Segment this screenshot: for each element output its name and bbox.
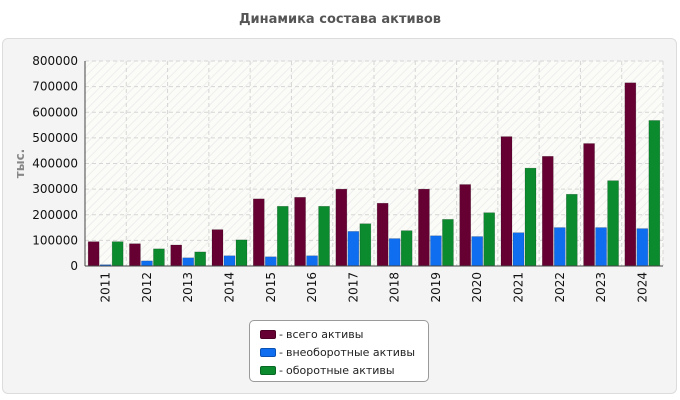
x-tick-label: 2023 <box>594 272 608 303</box>
bar-1-3 <box>223 255 236 267</box>
legend-label-total: всего активы <box>285 327 364 341</box>
legend-label-current: оборотные активы <box>285 363 395 377</box>
x-tick-label: 2016 <box>305 272 319 303</box>
legend-item-current: - оборотные активы <box>260 361 428 379</box>
bar-1-13 <box>636 228 649 267</box>
y-tick-label: 100000 <box>32 233 78 247</box>
bar-1-6 <box>347 231 360 267</box>
bar-0-7 <box>376 202 389 267</box>
legend-item-noncurrent: - внеоборотные активы <box>260 343 428 361</box>
y-tick-label: 800000 <box>32 54 78 68</box>
bar-2-0 <box>111 241 124 267</box>
bar-1-11 <box>553 227 566 267</box>
bar-0-3 <box>211 229 224 267</box>
bar-2-5 <box>318 205 330 267</box>
legend-swatch-total <box>260 329 276 339</box>
chart-legend: - всего активы - внеоборотные активы - о… <box>249 320 429 382</box>
bar-2-6 <box>359 223 372 267</box>
chart-title: Динамика состава активов <box>238 12 442 27</box>
x-tick-label: 2024 <box>635 272 649 303</box>
x-tick-label: 2021 <box>512 272 526 303</box>
legend-item-total: - всего активы <box>260 325 428 343</box>
bar-2-11 <box>565 193 578 267</box>
bar-2-9 <box>483 212 496 267</box>
bar-1-5 <box>306 255 318 267</box>
bar-1-8 <box>430 235 442 267</box>
y-axis-label: тыс. <box>13 149 27 178</box>
legend-label-noncurrent: внеоборотные активы <box>285 345 416 359</box>
x-tick-label: 2014 <box>223 272 237 303</box>
bar-2-13 <box>648 120 661 267</box>
x-tick-label: 2019 <box>429 272 443 303</box>
y-tick-label: 200000 <box>32 208 78 222</box>
y-tick-label: 500000 <box>32 131 78 145</box>
bar-0-12 <box>583 143 595 267</box>
bar-1-7 <box>388 238 401 267</box>
x-tick-label: 2012 <box>140 272 154 303</box>
bar-1-12 <box>595 227 607 267</box>
bar-0-6 <box>335 188 348 267</box>
bar-0-2 <box>170 244 183 267</box>
y-tick-label: 300000 <box>32 182 78 196</box>
bar-1-2 <box>182 257 195 267</box>
bar-2-12 <box>607 180 619 267</box>
x-tick-label: 2015 <box>264 272 278 303</box>
x-tick-label: 2022 <box>553 272 567 303</box>
bar-0-8 <box>418 188 430 267</box>
y-tick-label: 0 <box>70 259 78 273</box>
bar-2-2 <box>194 251 207 267</box>
x-tick-label: 2013 <box>181 272 195 303</box>
bar-0-5 <box>294 197 306 267</box>
bar-0-10 <box>500 136 513 267</box>
x-tick-label: 2018 <box>388 272 402 303</box>
bar-0-1 <box>129 243 141 267</box>
y-tick-label: 400000 <box>32 157 78 171</box>
bar-0-13 <box>624 82 637 267</box>
y-tick-label: 600000 <box>32 105 78 119</box>
bar-1-9 <box>471 236 484 267</box>
legend-swatch-current <box>260 365 276 375</box>
bar-1-4 <box>264 256 277 267</box>
bar-2-1 <box>153 248 165 267</box>
bar-2-3 <box>235 239 248 267</box>
y-tick-label: 700000 <box>32 80 78 94</box>
bar-0-11 <box>541 156 554 267</box>
bar-1-1 <box>141 260 153 267</box>
bar-1-10 <box>512 232 525 267</box>
x-tick-label: 2011 <box>99 272 113 303</box>
legend-swatch-noncurrent <box>260 347 276 357</box>
bar-2-7 <box>400 230 413 267</box>
x-tick-label: 2020 <box>470 272 484 303</box>
bar-0-9 <box>459 184 472 267</box>
bar-2-4 <box>276 205 289 267</box>
bar-2-10 <box>524 167 537 267</box>
x-tick-label: 2017 <box>346 272 360 303</box>
bar-0-0 <box>87 241 100 267</box>
bar-0-4 <box>252 198 265 267</box>
bar-2-8 <box>442 219 454 267</box>
